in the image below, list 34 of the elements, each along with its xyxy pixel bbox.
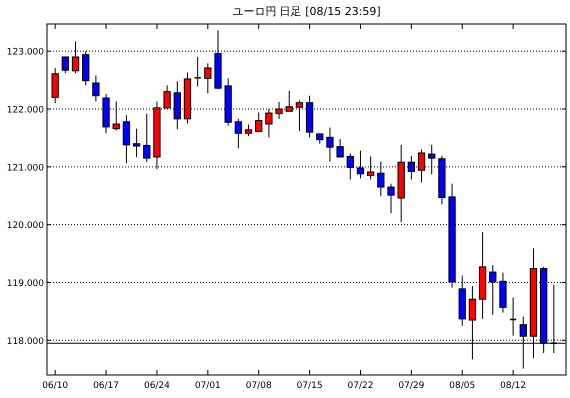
x-tick-label: 06/10 <box>42 381 68 391</box>
x-tick-label: 08/05 <box>449 381 476 391</box>
x-tick-label: 06/17 <box>93 381 120 391</box>
candlestick <box>204 62 212 94</box>
candlestick <box>255 112 262 133</box>
y-tick-label: 121.000 <box>6 163 44 174</box>
candlestick <box>92 74 100 102</box>
candlestick <box>194 56 202 87</box>
candlestick <box>244 124 252 137</box>
candlestick <box>52 67 59 104</box>
x-tick-label: 07/15 <box>296 381 323 391</box>
candlestick <box>234 118 242 149</box>
x-tick-label: 07/22 <box>348 381 374 391</box>
x-tick-label: 06/24 <box>144 381 170 391</box>
candlestick <box>326 127 334 162</box>
candlestick <box>143 113 150 163</box>
candlestick <box>316 133 324 144</box>
y-tick-label: 120.000 <box>6 221 44 232</box>
x-tick-label: 07/08 <box>246 381 272 391</box>
candlestick <box>132 128 140 158</box>
y-tick-label: 119.000 <box>6 278 44 289</box>
candlestick <box>509 297 518 336</box>
x-tick-label: 07/29 <box>398 381 425 391</box>
y-tick-label: 122.000 <box>6 106 44 116</box>
chart-title: ユーロ円 日足 [08/15 23:59] <box>232 5 381 18</box>
y-tick-label: 118.000 <box>6 336 44 347</box>
candlestick <box>62 56 70 74</box>
candlestick <box>387 183 395 214</box>
candlestick <box>336 138 344 158</box>
candlestick <box>428 144 436 175</box>
x-tick-label: 07/01 <box>194 381 221 391</box>
candlestick <box>122 114 130 164</box>
x-tick-label: 08/12 <box>500 381 526 391</box>
y-tick-label: 123.000 <box>6 48 44 58</box>
